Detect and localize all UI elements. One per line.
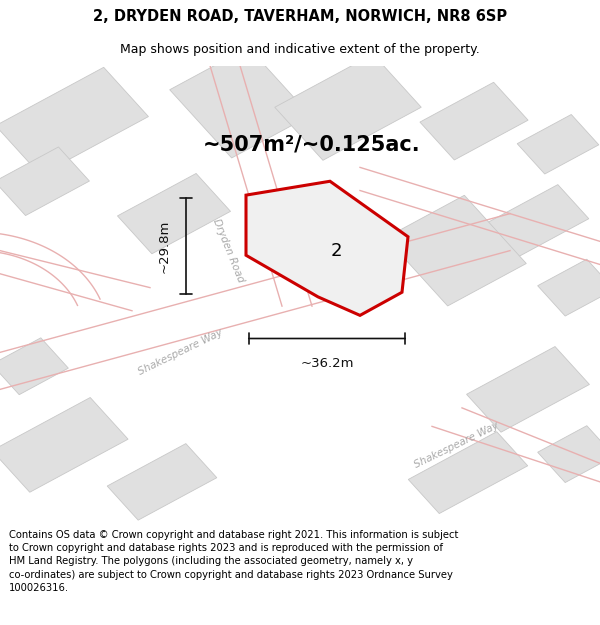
Polygon shape (467, 346, 589, 432)
Text: Contains OS data © Crown copyright and database right 2021. This information is : Contains OS data © Crown copyright and d… (9, 530, 458, 593)
Polygon shape (0, 398, 128, 492)
Text: 2, DRYDEN ROAD, TAVERHAM, NORWICH, NR8 6SP: 2, DRYDEN ROAD, TAVERHAM, NORWICH, NR8 6… (93, 9, 507, 24)
Text: ~29.8m: ~29.8m (158, 219, 171, 272)
Text: ~36.2m: ~36.2m (300, 357, 354, 370)
Polygon shape (538, 259, 600, 316)
Text: Dryden Road: Dryden Road (211, 217, 245, 284)
Text: Map shows position and indicative extent of the property.: Map shows position and indicative extent… (120, 42, 480, 56)
Polygon shape (170, 48, 310, 158)
Polygon shape (386, 195, 526, 306)
Polygon shape (275, 54, 421, 160)
Polygon shape (420, 82, 528, 160)
Polygon shape (0, 338, 68, 394)
Polygon shape (246, 181, 408, 316)
Polygon shape (107, 444, 217, 520)
Polygon shape (408, 432, 528, 514)
Polygon shape (479, 184, 589, 261)
Text: Shakespeare Way: Shakespeare Way (136, 328, 224, 378)
Polygon shape (538, 426, 600, 483)
Text: Shakespeare Way: Shakespeare Way (412, 420, 500, 470)
Polygon shape (118, 174, 230, 254)
Polygon shape (517, 114, 599, 174)
Text: 2: 2 (330, 242, 342, 259)
Polygon shape (0, 68, 148, 175)
Text: ~507m²/~0.125ac.: ~507m²/~0.125ac. (203, 134, 421, 154)
Polygon shape (0, 147, 89, 216)
